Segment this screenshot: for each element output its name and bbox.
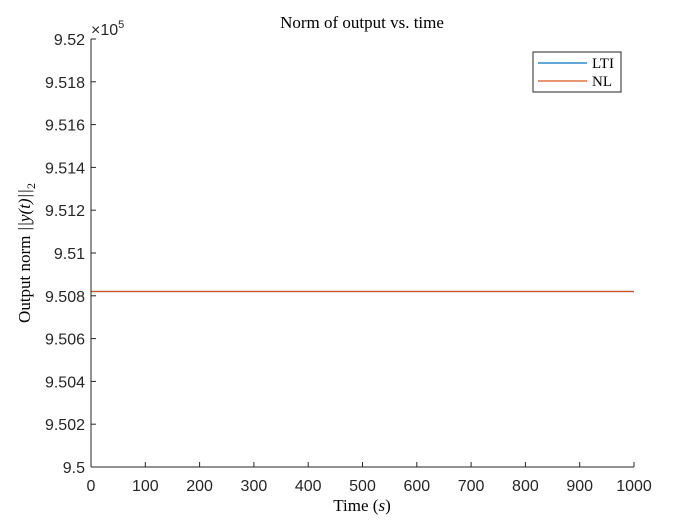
x-axis-label: Time (s)	[333, 496, 391, 515]
x-tick-label: 500	[349, 478, 376, 495]
x-tick-label: 600	[403, 478, 430, 495]
y-multiplier: ×105	[91, 19, 124, 39]
chart-title: Norm of output vs. time	[280, 13, 444, 32]
x-tick-label: 300	[241, 478, 268, 495]
x-tick-label: 800	[512, 478, 539, 495]
x-tick-label: 200	[186, 478, 213, 495]
legend-label-lti: LTI	[592, 56, 614, 72]
y-tick-label: 9.51	[54, 246, 85, 263]
x-tick-label: 400	[295, 478, 322, 495]
y-tick-label: 9.52	[54, 32, 85, 49]
y-tick-label: 9.514	[45, 160, 85, 177]
y-axis-label: Output norm ||y(t)||2	[15, 183, 38, 323]
y-tick-label: 9.518	[45, 75, 85, 92]
x-tick-label: 900	[566, 478, 593, 495]
x-ticks: 0 100 200 300 400 500 600 700 800 900 1000	[87, 462, 652, 495]
y-ticks: 9.5 9.502 9.504 9.506 9.508 9.51 9.512 9.514 9.5…	[45, 32, 96, 477]
y-tick-label: 9.508	[45, 289, 85, 306]
legend-box	[532, 51, 622, 93]
y-tick-label: 9.5	[63, 460, 85, 477]
x-tick-label: 1000	[616, 478, 652, 495]
plot-area	[91, 39, 634, 467]
y-tick-label: 9.516	[45, 118, 85, 135]
x-tick-label: 700	[458, 478, 485, 495]
y-tick-label: 9.502	[45, 417, 85, 434]
legend-label-nl: NL	[592, 74, 612, 90]
y-tick-label: 9.504	[45, 374, 85, 391]
x-tick-label: 100	[132, 478, 159, 495]
x-tick-label: 0	[87, 478, 96, 495]
legend: LTI NL	[532, 51, 622, 93]
y-tick-label: 9.512	[45, 203, 85, 220]
y-tick-label: 9.506	[45, 332, 85, 349]
